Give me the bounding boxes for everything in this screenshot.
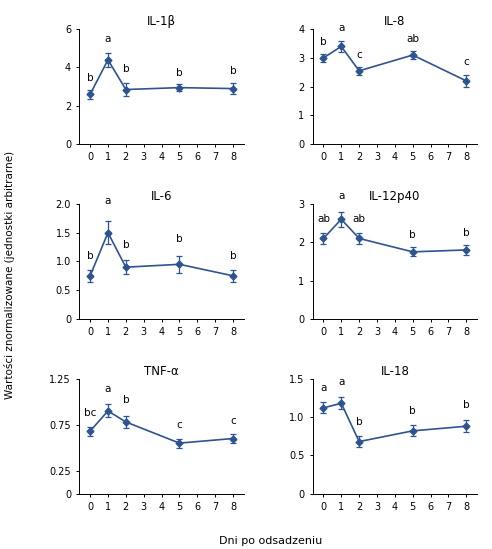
Text: b: b (176, 69, 183, 79)
Text: ab: ab (406, 35, 419, 44)
Text: b: b (123, 395, 129, 405)
Text: b: b (356, 417, 363, 427)
Title: IL-6: IL-6 (151, 190, 172, 203)
Text: b: b (409, 406, 416, 416)
Text: b: b (409, 231, 416, 240)
Text: Wartości znormalizowane (jednostki arbitrarne): Wartości znormalizowane (jednostki arbit… (4, 150, 15, 399)
Title: IL-18: IL-18 (380, 365, 409, 378)
Title: TNF-α: TNF-α (144, 365, 179, 378)
Title: IL-8: IL-8 (384, 15, 405, 28)
Text: a: a (105, 196, 111, 206)
Text: c: c (463, 57, 469, 67)
Text: a: a (105, 35, 111, 44)
Text: b: b (176, 234, 183, 244)
Text: b: b (87, 73, 93, 83)
Text: b: b (123, 64, 129, 74)
Title: IL-12p40: IL-12p40 (369, 190, 421, 203)
Text: b: b (320, 37, 327, 47)
Text: Dni po odsadzeniu: Dni po odsadzeniu (219, 536, 322, 546)
Text: b: b (230, 65, 236, 76)
Text: b: b (463, 228, 469, 238)
Text: ab: ab (317, 214, 330, 224)
Title: IL-1β: IL-1β (147, 15, 176, 28)
Text: b: b (463, 400, 469, 410)
Text: c: c (230, 416, 236, 425)
Text: a: a (338, 191, 344, 201)
Text: a: a (320, 383, 327, 393)
Text: b: b (87, 251, 93, 261)
Text: a: a (338, 23, 344, 32)
Text: c: c (356, 50, 362, 60)
Text: b: b (123, 240, 129, 250)
Text: a: a (105, 384, 111, 394)
Text: bc: bc (84, 408, 96, 418)
Text: a: a (338, 377, 344, 387)
Text: c: c (177, 420, 182, 430)
Text: b: b (230, 251, 236, 261)
Text: ab: ab (353, 214, 366, 224)
